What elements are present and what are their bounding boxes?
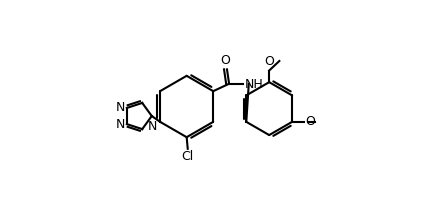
Text: O: O bbox=[220, 54, 230, 67]
Text: N: N bbox=[116, 101, 126, 114]
Text: N: N bbox=[147, 120, 157, 133]
Text: Cl: Cl bbox=[181, 150, 194, 163]
Text: O: O bbox=[264, 55, 274, 68]
Text: N: N bbox=[116, 118, 126, 131]
Text: O: O bbox=[305, 115, 315, 128]
Text: NH: NH bbox=[245, 78, 263, 91]
